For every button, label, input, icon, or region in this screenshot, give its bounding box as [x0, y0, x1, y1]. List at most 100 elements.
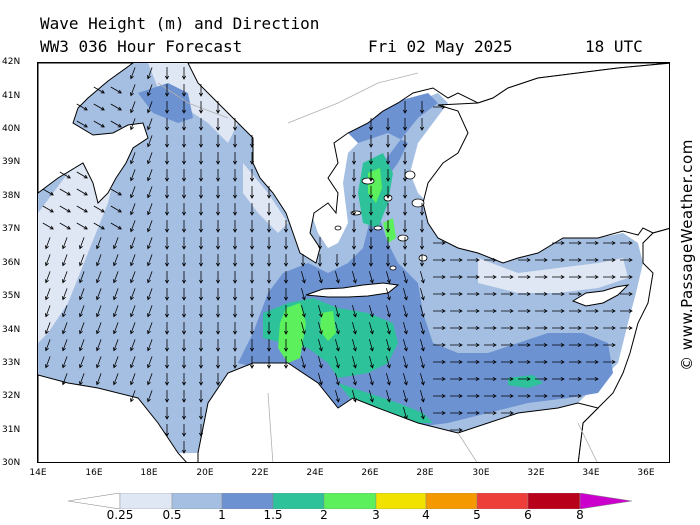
wave-arrow — [164, 135, 170, 148]
wave-arrow — [420, 322, 425, 335]
wave-arrow — [369, 356, 374, 369]
wave-arrow — [300, 254, 306, 267]
wave-arrow — [249, 220, 255, 233]
wave-arrow — [181, 271, 187, 284]
wave-arrow — [266, 186, 272, 199]
sea-zone-high — [263, 153, 543, 423]
wave-arrow — [147, 220, 153, 233]
wave-arrow — [110, 120, 122, 128]
wave-arrow — [420, 305, 425, 318]
wave-arrow — [368, 220, 374, 233]
wave-arrow — [164, 237, 170, 250]
wave-arrow — [535, 291, 548, 297]
wave-arrow — [45, 237, 51, 250]
wave-arrow — [130, 203, 136, 216]
wave-arrow — [130, 101, 136, 114]
wave-arrow — [433, 376, 446, 382]
wave-arrow — [62, 237, 68, 250]
wave-arrow — [467, 359, 480, 365]
wave-arrow — [198, 305, 204, 318]
wave-arrow — [386, 339, 391, 352]
wave-arrow — [369, 271, 374, 284]
wave-arrow — [130, 271, 136, 284]
wave-arrow — [484, 257, 497, 263]
wave-arrow — [335, 322, 340, 335]
wave-arrow — [113, 373, 119, 386]
lon-label: 36E — [637, 468, 655, 478]
wave-arrow — [130, 220, 136, 233]
wave-arrow — [62, 373, 68, 386]
wave-arrow — [569, 257, 582, 263]
wave-arrow — [232, 305, 238, 318]
wave-arrow — [266, 237, 272, 250]
wave-arrow — [385, 186, 391, 199]
wave-arrow — [402, 203, 408, 216]
wave-arrow — [335, 373, 340, 386]
land-cyprus — [571, 284, 630, 307]
wave-arrow — [147, 118, 153, 131]
wave-arrow — [164, 220, 170, 233]
wave-arrow — [420, 390, 425, 403]
wave-arrow — [620, 325, 633, 331]
wave-arrow — [198, 424, 204, 437]
wave-arrow — [181, 84, 187, 97]
wave-arrow — [130, 169, 136, 182]
wave-arrow — [386, 373, 391, 386]
wave-arrow — [419, 254, 425, 267]
wave-arrow — [266, 288, 272, 301]
credit-text[interactable]: © www.PassageWeather.com — [678, 139, 696, 371]
wave-arrow — [130, 390, 136, 403]
wave-arrow — [93, 103, 105, 111]
wave-arrow — [76, 188, 88, 196]
wave-arrow — [181, 322, 187, 335]
wave-arrow — [603, 257, 616, 263]
lat-label: 37N — [2, 224, 21, 234]
wave-arrow — [450, 376, 463, 382]
colorbar-label: 5 — [473, 508, 481, 522]
wave-arrow — [351, 186, 357, 199]
lon-label: 16E — [85, 468, 103, 478]
lat-label: 33N — [2, 358, 21, 368]
wave-arrow — [62, 356, 68, 369]
wave-arrow — [96, 288, 102, 301]
wave-arrow — [433, 240, 446, 246]
wave-arrow — [420, 356, 425, 369]
wave-arrow — [93, 120, 105, 128]
wave-arrow — [569, 376, 582, 382]
wave-arrow — [232, 288, 238, 301]
lon-label: 24E — [306, 468, 324, 478]
wave-arrow — [96, 356, 102, 369]
wave-arrow — [266, 254, 272, 267]
wave-arrow — [96, 305, 102, 318]
wave-arrow — [113, 339, 119, 352]
wave-arrow — [113, 271, 119, 284]
wave-arrow — [317, 237, 323, 250]
wave-arrow — [130, 322, 136, 335]
forecast-time: 18 UTC — [585, 37, 643, 56]
wave-arrow — [130, 254, 136, 267]
wave-arrow — [147, 271, 153, 284]
wave-arrow — [181, 424, 187, 437]
wave-arrow — [164, 356, 170, 369]
wave-arrow — [198, 271, 204, 284]
sea-zone-peak — [278, 168, 396, 363]
wave-arrow — [501, 376, 514, 382]
model-line: WW3 036 Hour Forecast — [40, 37, 243, 56]
wave-arrow — [79, 254, 85, 267]
wave-arrow — [96, 373, 102, 386]
wave-arrow — [484, 376, 497, 382]
wave-arrow — [181, 339, 187, 352]
wave-arrow — [96, 339, 102, 352]
lat-label: 30N — [2, 458, 21, 468]
lat-label: 35N — [2, 291, 21, 301]
wave-arrow — [318, 271, 323, 284]
wave-arrow — [164, 152, 170, 165]
wave-arrow — [335, 339, 340, 352]
wave-arrow — [110, 222, 122, 230]
wave-arrow — [232, 220, 238, 233]
wave-arrow — [352, 305, 357, 318]
wave-arrow — [113, 237, 119, 250]
wave-arrow — [232, 118, 238, 131]
wave-arrow — [501, 359, 514, 365]
wave-arrow — [249, 271, 255, 284]
